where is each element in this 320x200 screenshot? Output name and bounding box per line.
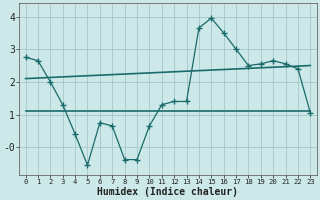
X-axis label: Humidex (Indice chaleur): Humidex (Indice chaleur) (98, 186, 238, 197)
